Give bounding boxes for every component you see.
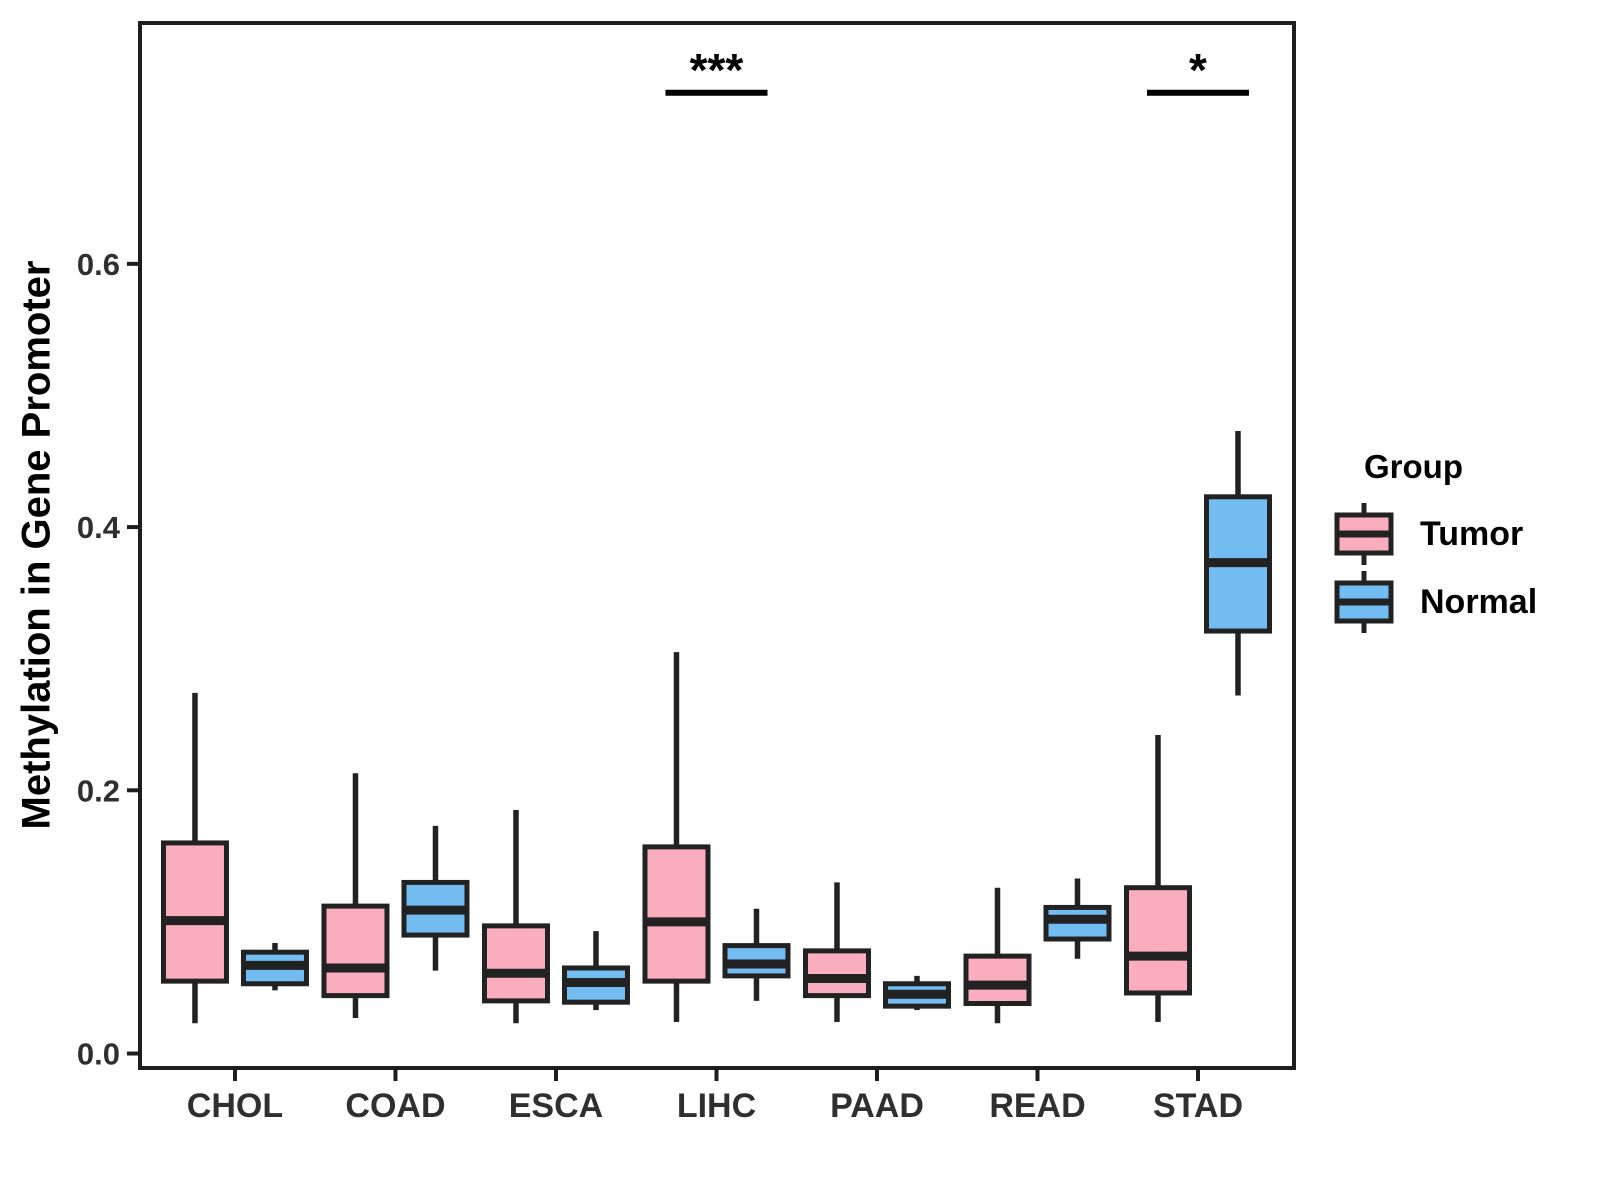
y-axis-title: Methylation in Gene Promoter bbox=[14, 260, 59, 830]
plot-panel bbox=[138, 21, 1296, 1070]
box-tumor-READ bbox=[963, 953, 1032, 1007]
box-tumor-ESCA bbox=[481, 923, 550, 1004]
y-tick-label: 0.0 bbox=[77, 1037, 120, 1072]
legend-label: Tumor bbox=[1420, 514, 1524, 553]
x-tick-label-LIHC: LIHC bbox=[677, 1087, 756, 1125]
legend-title: Group bbox=[1364, 448, 1463, 485]
legend-key-tumor-icon bbox=[1334, 503, 1394, 565]
legend-label: Normal bbox=[1420, 582, 1538, 621]
box-tumor-CHOL bbox=[160, 840, 229, 984]
box-tumor-COAD bbox=[321, 903, 390, 999]
legend-key-normal-icon bbox=[1334, 571, 1394, 633]
box-tumor-PAAD bbox=[802, 948, 871, 999]
legend-entry-tumor: Tumor bbox=[1332, 500, 1592, 568]
box-tumor-STAD bbox=[1123, 885, 1192, 996]
box-tumor-LIHC bbox=[642, 844, 711, 984]
x-tick-label-PAAD: PAAD bbox=[830, 1087, 924, 1125]
x-tick-label-COAD: COAD bbox=[345, 1087, 445, 1125]
legend: Group Tumor Normal bbox=[1332, 448, 1592, 636]
significance-label-stad: * bbox=[1189, 44, 1207, 96]
x-tick-label-ESCA: ESCA bbox=[509, 1087, 603, 1125]
legend-entry-normal: Normal bbox=[1332, 568, 1592, 636]
significance-label-lihc: *** bbox=[690, 44, 744, 96]
legend-entries: Tumor Normal bbox=[1332, 500, 1592, 636]
x-tick-label-STAD: STAD bbox=[1153, 1087, 1243, 1125]
y-tick-label: 0.6 bbox=[77, 247, 120, 282]
x-tick-label-CHOL: CHOL bbox=[187, 1087, 283, 1125]
y-tick-label: 0.4 bbox=[77, 510, 121, 545]
y-tick-label: 0.2 bbox=[77, 773, 120, 808]
x-tick-label-READ: READ bbox=[989, 1087, 1085, 1125]
